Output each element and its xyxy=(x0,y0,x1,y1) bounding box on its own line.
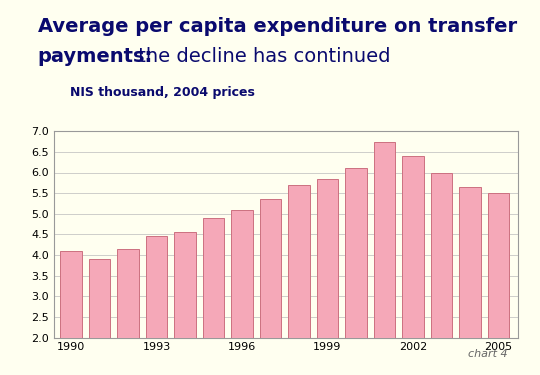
Text: Average per capita expenditure on transfer: Average per capita expenditure on transf… xyxy=(38,17,517,36)
Bar xyxy=(203,218,224,375)
Bar xyxy=(231,210,253,375)
Bar xyxy=(402,156,424,375)
Bar xyxy=(89,259,110,375)
Bar xyxy=(288,185,310,375)
Bar xyxy=(345,168,367,375)
Text: chart 4: chart 4 xyxy=(468,349,508,359)
Bar xyxy=(260,200,281,375)
Bar xyxy=(431,172,452,375)
Text: NIS thousand, 2004 prices: NIS thousand, 2004 prices xyxy=(70,86,255,99)
Bar xyxy=(174,232,195,375)
Bar xyxy=(488,193,509,375)
Bar xyxy=(146,237,167,375)
Bar xyxy=(460,187,481,375)
Bar xyxy=(317,179,338,375)
Bar xyxy=(117,249,139,375)
Bar xyxy=(374,142,395,375)
Text: payments:: payments: xyxy=(38,47,153,66)
Bar xyxy=(60,251,82,375)
Text: the decline has continued: the decline has continued xyxy=(132,47,391,66)
